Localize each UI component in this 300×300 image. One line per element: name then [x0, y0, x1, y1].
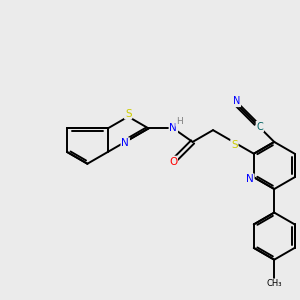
Text: CH₃: CH₃ [266, 279, 282, 288]
Text: S: S [125, 109, 131, 119]
Text: N: N [122, 138, 129, 148]
Text: C: C [256, 122, 263, 131]
Text: S: S [231, 140, 238, 150]
Text: O: O [169, 157, 177, 166]
Text: N: N [233, 96, 240, 106]
Text: H: H [176, 117, 183, 126]
Text: N: N [246, 174, 254, 184]
Text: N: N [169, 123, 177, 134]
